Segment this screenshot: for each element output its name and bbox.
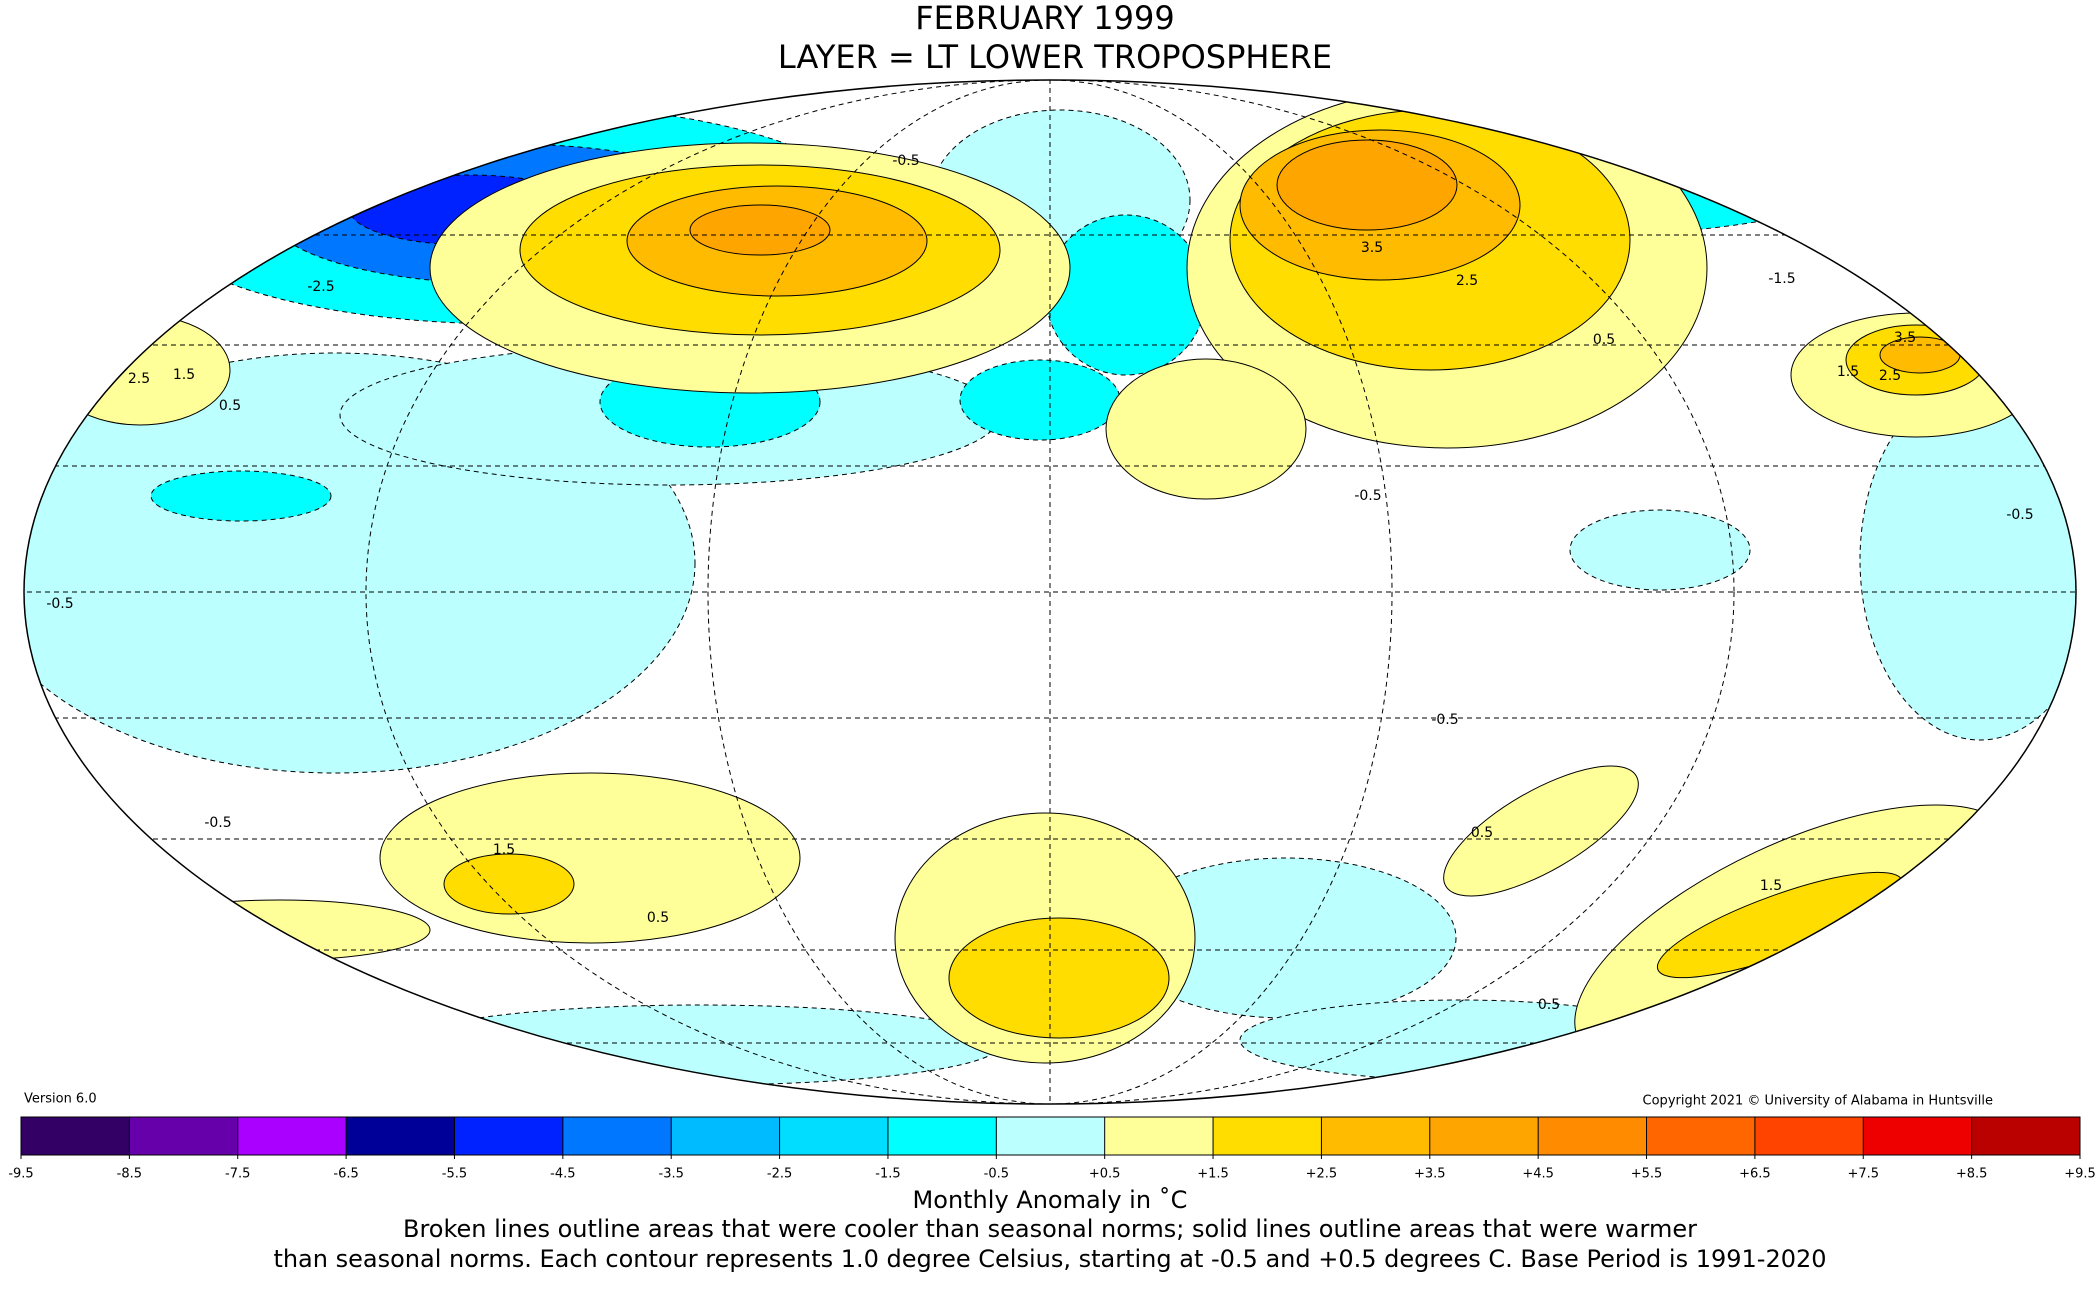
contour-label: 2.5 [1879, 368, 1901, 384]
contour-label: 2.5 [1456, 273, 1478, 289]
colorbar-segment [1429, 1117, 1539, 1155]
colorbar-segment [346, 1117, 455, 1155]
colorbar-tick-label: +8.5 [1956, 1167, 1988, 1182]
contour-label: 2.5 [128, 371, 150, 387]
map [24, 80, 2076, 1104]
colorbar-tick-label: -4.5 [550, 1167, 575, 1182]
colorbar-segment [1646, 1117, 1755, 1155]
colorbar-tick-label: +2.5 [1306, 1167, 1338, 1182]
contour-label: 0.5 [1593, 332, 1615, 348]
contour-labels: -0.5 2.5 1.5 0.5 -2.5 3.5 2.5 -1.5 0.5 1.5 0.5 0.5 1… [46, 153, 2033, 1013]
colorbar-segment [562, 1117, 672, 1155]
colorbar-tick-label: +6.5 [1739, 1167, 1771, 1182]
contour-label: -0.5 [1354, 488, 1381, 504]
colorbar-label: Monthly Anomaly in ˚C [913, 1186, 1188, 1214]
contour-label: -2.5 [307, 279, 334, 295]
colorbar-tick-label: -8.5 [117, 1167, 142, 1182]
copyright: Copyright 2021 © University of Alabama i… [1643, 1094, 1993, 1109]
colorbar-tick-label: +9.5 [2064, 1167, 2096, 1182]
contour-label: 3.5 [1361, 240, 1383, 256]
colorbar-tick-label: -3.5 [659, 1167, 684, 1182]
colorbar-tick-label: -6.5 [333, 1167, 358, 1182]
colorbar-segment [779, 1117, 888, 1155]
colorbar-segment [1213, 1117, 1322, 1155]
colorbar-tick-label: +1.5 [1197, 1167, 1229, 1182]
colorbar-segment [237, 1117, 347, 1155]
colorbar-tick-label: +5.5 [1631, 1167, 1663, 1182]
contour-label: 0.5 [1538, 997, 1560, 1013]
contour-label: 0.5 [1471, 825, 1493, 841]
colorbar-tick-label: -0.5 [984, 1167, 1009, 1182]
colorbar-segment [1754, 1117, 1864, 1155]
colorbar-tick-label: -1.5 [875, 1167, 900, 1182]
caption-line: than seasonal norms. Each contour repres… [273, 1245, 1826, 1273]
contour-label: 1.5 [493, 842, 515, 858]
colorbar: -9.5 -8.5 -7.5 -6.5 -5.5 -4.5 -3.5 -2.5 -1.5 -0.5… [8, 1116, 2096, 1182]
colorbar-segment [454, 1117, 563, 1155]
contour-label: -0.5 [2006, 507, 2033, 523]
version: Version 6.0 [24, 1092, 97, 1107]
contour-label: -0.5 [1431, 712, 1458, 728]
colorbar-segment [21, 1117, 130, 1155]
title: FEBRUARY 1999 [915, 0, 1174, 37]
contour-label: -0.5 [204, 815, 231, 831]
colorbar-segment [1863, 1117, 1972, 1155]
subtitle: LAYER = LT LOWER TROPOSPHERE [778, 38, 1332, 76]
colorbar-segment [996, 1117, 1105, 1155]
contour-label: -0.5 [46, 596, 73, 612]
globe-outline [23, 79, 2077, 1105]
contour-label: 1.5 [173, 367, 195, 383]
contour-label: 0.5 [647, 910, 669, 926]
colorbar-segment [887, 1117, 997, 1155]
contour-label: 3.5 [1894, 330, 1916, 346]
caption-line: Broken lines outline areas that were coo… [403, 1215, 1697, 1243]
colorbar-tick-label: +7.5 [1847, 1167, 1879, 1182]
contour-label: -0.5 [892, 153, 919, 169]
contour-label: -1.5 [1768, 271, 1795, 287]
colorbar-tick-label: -9.5 [8, 1167, 33, 1182]
contour-label: 0.5 [219, 398, 241, 414]
colorbar-tick-label: +4.5 [1522, 1167, 1554, 1182]
colorbar-tick-label: -7.5 [225, 1167, 250, 1182]
colorbar-segment [1321, 1117, 1430, 1155]
colorbar-segment [671, 1117, 780, 1155]
colorbar-tick-label: -5.5 [442, 1167, 467, 1182]
colorbar-tick-label: +0.5 [1089, 1167, 1121, 1182]
colorbar-tick-label: -2.5 [767, 1167, 792, 1182]
colorbar-segment [1538, 1117, 1647, 1155]
contour-label: 1.5 [1760, 878, 1782, 894]
colorbar-segment [1104, 1117, 1214, 1155]
colorbar-segment [129, 1117, 238, 1155]
colorbar-segment [1971, 1117, 2080, 1155]
contour-label: 1.5 [1837, 364, 1859, 380]
colorbar-tick-label: +3.5 [1414, 1167, 1446, 1182]
